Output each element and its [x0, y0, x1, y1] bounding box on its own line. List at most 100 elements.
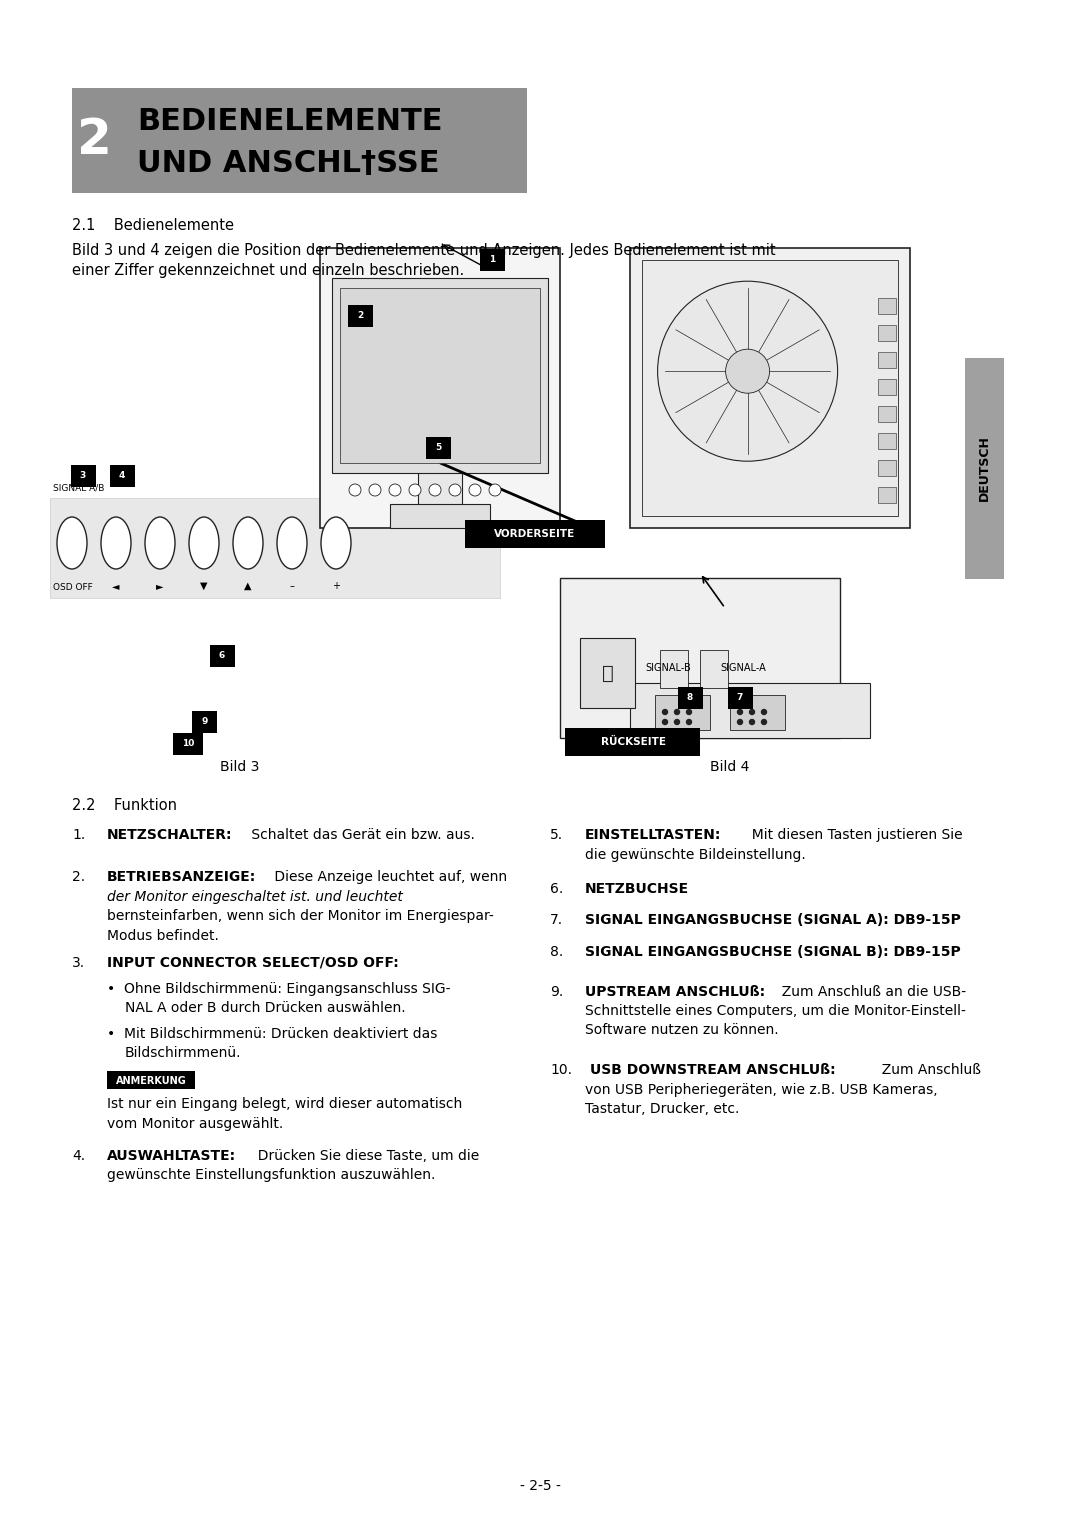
Bar — [730, 695, 785, 730]
Text: 7: 7 — [737, 694, 743, 703]
Text: 3: 3 — [80, 472, 86, 480]
Bar — [728, 688, 753, 709]
Text: SIGNAL-A: SIGNAL-A — [720, 663, 766, 672]
Bar — [320, 248, 561, 529]
Text: ▲: ▲ — [244, 581, 252, 591]
Bar — [654, 695, 710, 730]
Bar — [210, 645, 234, 668]
Text: ▼: ▼ — [200, 581, 207, 591]
Circle shape — [761, 720, 767, 724]
Text: 2.1    Bedienelemente: 2.1 Bedienelemente — [72, 219, 234, 232]
Circle shape — [662, 709, 667, 715]
Bar — [107, 1071, 195, 1089]
Bar — [72, 89, 527, 193]
Ellipse shape — [276, 516, 307, 568]
Text: 1: 1 — [489, 255, 495, 264]
Circle shape — [662, 720, 667, 724]
Ellipse shape — [57, 516, 87, 568]
Bar — [966, 358, 1003, 578]
Text: von USB Peripheriegeräten, wie z.B. USB Kameras,: von USB Peripheriegeräten, wie z.B. USB … — [585, 1082, 937, 1097]
Bar — [878, 298, 896, 313]
Bar — [630, 683, 870, 738]
Text: ANMERKUNG: ANMERKUNG — [116, 1076, 187, 1085]
Bar — [70, 465, 95, 487]
Text: 10.: 10. — [550, 1063, 572, 1077]
Text: ►: ► — [157, 581, 164, 591]
Text: Bild 3 und 4 zeigen die Position der Bedienelemente und Anzeigen. Jedes Bedienel: Bild 3 und 4 zeigen die Position der Bed… — [72, 243, 775, 258]
Circle shape — [726, 350, 770, 393]
Text: •  Mit Bildschirmmenü: Drücken deaktiviert das: • Mit Bildschirmmenü: Drücken deaktivier… — [107, 1027, 437, 1041]
Text: VORDERSEITE: VORDERSEITE — [495, 529, 576, 539]
Bar — [878, 487, 896, 503]
Text: BETRIEBSANZEIGE:: BETRIEBSANZEIGE: — [107, 869, 256, 885]
Text: SIGNAL EINGANGSBUCHSE (SIGNAL B): DB9-15P: SIGNAL EINGANGSBUCHSE (SIGNAL B): DB9-15… — [585, 944, 961, 960]
Bar — [561, 578, 840, 738]
Text: NETZSCHALTER:: NETZSCHALTER: — [107, 828, 232, 842]
Text: 8.: 8. — [550, 944, 564, 960]
Text: 9: 9 — [202, 718, 208, 726]
Circle shape — [750, 720, 755, 724]
Circle shape — [449, 484, 461, 497]
Bar — [565, 727, 700, 756]
Text: SIGNAL A/B: SIGNAL A/B — [53, 484, 105, 494]
Circle shape — [675, 720, 679, 724]
Text: Modus befindet.: Modus befindet. — [107, 929, 219, 943]
Text: die gewünschte Bildeinstellung.: die gewünschte Bildeinstellung. — [585, 848, 806, 862]
Text: Drücken Sie diese Taste, um die: Drücken Sie diese Taste, um die — [249, 1149, 480, 1163]
Text: 5: 5 — [435, 443, 441, 452]
Text: •  Ohne Bildschirmmenü: Eingangsanschluss SIG-: • Ohne Bildschirmmenü: Eingangsanschluss… — [107, 981, 450, 996]
Text: 2: 2 — [77, 116, 111, 165]
Bar — [332, 278, 548, 474]
Text: Software nutzen zu können.: Software nutzen zu können. — [585, 1024, 779, 1038]
Circle shape — [738, 709, 743, 715]
Bar — [465, 520, 605, 549]
Text: 7.: 7. — [550, 914, 563, 927]
Bar — [878, 379, 896, 396]
Text: gewünschte Einstellungsfunktion auszuwählen.: gewünschte Einstellungsfunktion auszuwäh… — [107, 1167, 435, 1183]
Text: 2.2    Funktion: 2.2 Funktion — [72, 798, 177, 813]
Text: 8: 8 — [687, 694, 693, 703]
Bar — [878, 325, 896, 341]
Text: ◄: ◄ — [112, 581, 120, 591]
Circle shape — [469, 484, 481, 497]
Text: OSD OFF: OSD OFF — [53, 584, 93, 593]
Bar — [642, 260, 897, 516]
Text: Bild 3: Bild 3 — [220, 759, 259, 775]
Bar — [348, 306, 373, 327]
Bar — [700, 649, 728, 688]
Text: UND ANSCHL†SSE: UND ANSCHL†SSE — [137, 150, 440, 179]
Circle shape — [675, 709, 679, 715]
Ellipse shape — [102, 516, 131, 568]
Bar — [878, 406, 896, 422]
Text: 2.: 2. — [72, 869, 85, 885]
Circle shape — [369, 484, 381, 497]
Text: Bildschirmmenü.: Bildschirmmenü. — [125, 1047, 242, 1060]
Bar — [390, 504, 490, 529]
Bar — [660, 649, 688, 688]
Text: USB DOWNSTREAM ANSCHLUß:: USB DOWNSTREAM ANSCHLUß: — [590, 1063, 836, 1077]
Ellipse shape — [189, 516, 219, 568]
Text: ⎯: ⎯ — [603, 663, 613, 683]
Text: 1.: 1. — [72, 828, 85, 842]
Bar — [878, 432, 896, 449]
Circle shape — [750, 709, 755, 715]
Bar — [580, 639, 635, 707]
Text: Ist nur ein Eingang belegt, wird dieser automatisch: Ist nur ein Eingang belegt, wird dieser … — [107, 1097, 462, 1111]
Bar — [418, 471, 462, 506]
Circle shape — [349, 484, 361, 497]
Bar — [878, 351, 896, 368]
Bar — [173, 733, 203, 755]
Text: SIGNAL-B: SIGNAL-B — [645, 663, 691, 672]
Text: RÜCKSEITE: RÜCKSEITE — [600, 736, 665, 747]
Text: bernsteinfarben, wenn sich der Monitor im Energiespar-: bernsteinfarben, wenn sich der Monitor i… — [107, 909, 494, 923]
Bar — [50, 498, 500, 597]
Text: Bild 4: Bild 4 — [710, 759, 750, 775]
Text: 10: 10 — [181, 740, 194, 749]
Text: 4: 4 — [119, 472, 125, 480]
Text: 9.: 9. — [550, 984, 564, 998]
Text: –: – — [289, 581, 295, 591]
Ellipse shape — [233, 516, 264, 568]
Bar — [480, 249, 504, 270]
Bar — [192, 711, 217, 733]
Ellipse shape — [321, 516, 351, 568]
